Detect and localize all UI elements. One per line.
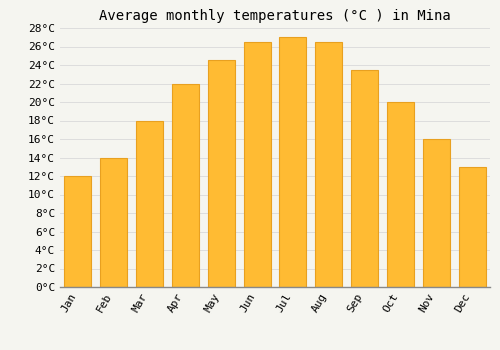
Bar bbox=[64, 176, 92, 287]
Bar bbox=[351, 70, 378, 287]
Bar bbox=[458, 167, 485, 287]
Bar bbox=[280, 37, 306, 287]
Bar bbox=[423, 139, 450, 287]
Title: Average monthly temperatures (°C ) in Mina: Average monthly temperatures (°C ) in Mi… bbox=[99, 9, 451, 23]
Bar bbox=[244, 42, 270, 287]
Bar bbox=[100, 158, 127, 287]
Bar bbox=[172, 84, 199, 287]
Bar bbox=[136, 120, 163, 287]
Bar bbox=[208, 60, 234, 287]
Bar bbox=[316, 42, 342, 287]
Bar bbox=[387, 102, 414, 287]
